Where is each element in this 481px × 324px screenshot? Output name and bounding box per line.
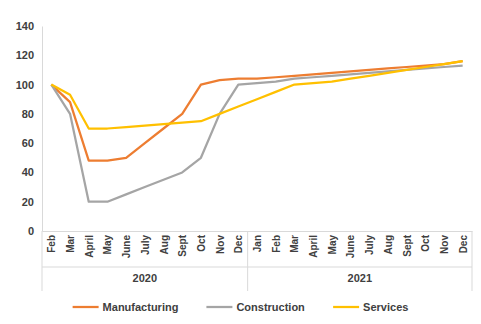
x-tick: Aug — [383, 231, 394, 254]
y-tick: 140 — [16, 20, 42, 32]
x-tick: April — [84, 231, 95, 258]
x-tick-label: May — [327, 235, 338, 255]
y-tick-label: 20 — [22, 196, 34, 208]
x-tick-label: Sept — [402, 234, 413, 256]
legend-label: Manufacturing — [103, 301, 179, 313]
x-tick: April — [308, 231, 319, 258]
legend-label: Services — [363, 301, 408, 313]
x-axis: Feb Mar April May June July Aug Sept Oct Nov Dec Ja… — [43, 231, 473, 258]
x-tick-label: Feb — [46, 235, 57, 253]
legend-item: Construction — [206, 301, 305, 313]
x-tick: Dec — [233, 231, 244, 253]
x-tick-label: April — [308, 235, 319, 258]
x-tick-label: Mar — [65, 235, 76, 253]
legend-item: Manufacturing — [73, 301, 179, 313]
x-tick: Dec — [458, 231, 469, 253]
group-separator — [472, 231, 473, 291]
group-label: 2020 — [133, 272, 157, 284]
series-line — [51, 61, 462, 128]
x-tick-label: Feb — [271, 235, 282, 253]
x-tick-label: Oct — [196, 234, 207, 251]
y-axis: 0 20 40 60 80 100 120 140 — [16, 20, 43, 237]
x-tick: Oct — [420, 231, 431, 252]
x-groups: 2020 2021 — [42, 231, 472, 291]
x-tick: Sept — [402, 231, 413, 257]
x-axis-line — [43, 231, 473, 232]
x-tick-label: Aug — [383, 235, 394, 254]
x-tick: Feb — [46, 231, 57, 253]
y-tick-label: 100 — [16, 79, 34, 91]
x-tick: Nov — [215, 231, 226, 254]
group-separator — [247, 231, 248, 291]
x-tick: May — [102, 231, 113, 254]
x-tick-label: July — [364, 235, 375, 255]
legend-swatch — [333, 306, 359, 308]
group-divider — [42, 267, 472, 268]
x-tick: May — [327, 231, 338, 254]
x-tick: Nov — [439, 231, 450, 254]
x-tick-label: Nov — [215, 235, 226, 254]
x-tick: June — [345, 231, 356, 258]
x-tick: Aug — [159, 231, 170, 254]
x-tick-label: Dec — [233, 235, 244, 254]
x-tick: Feb — [271, 231, 282, 253]
y-tick: 100 — [16, 79, 42, 91]
legend-item: Services — [333, 301, 408, 313]
x-tick: Mar — [65, 231, 76, 253]
y-tick-label: 140 — [16, 20, 34, 32]
y-tick: 20 — [22, 196, 42, 208]
x-tick-label: June — [121, 235, 132, 259]
legend-swatch — [206, 306, 232, 308]
y-tick-label: 80 — [22, 108, 34, 120]
y-tick-label: 40 — [22, 166, 34, 178]
x-tick: Oct — [196, 231, 207, 252]
x-tick-label: June — [345, 235, 356, 259]
x-tick-label: July — [140, 235, 151, 255]
x-tick: Mar — [289, 231, 300, 253]
x-tick: Jan — [252, 231, 263, 252]
x-tick: July — [140, 231, 151, 255]
group-label: 2021 — [348, 272, 372, 284]
x-tick-label: Aug — [159, 235, 170, 254]
y-tick-label: 60 — [22, 137, 34, 149]
plot-area — [51, 61, 462, 202]
group-separator — [42, 231, 43, 291]
y-tick: 60 — [22, 137, 42, 149]
y-tick: 40 — [22, 166, 42, 178]
x-tick-label: Jan — [252, 235, 263, 252]
x-tick: Sept — [177, 231, 188, 257]
x-tick-label: April — [84, 235, 95, 258]
x-tick: June — [121, 231, 132, 258]
x-tick-label: Nov — [439, 235, 450, 254]
x-tick-label: Oct — [420, 234, 431, 251]
x-tick-label: May — [102, 235, 113, 255]
legend: Manufacturing Construction Services — [73, 301, 409, 313]
y-tick-label: 120 — [16, 49, 34, 61]
series-line — [51, 66, 462, 202]
x-tick-label: Sept — [177, 234, 188, 256]
x-tick-label: Mar — [289, 235, 300, 253]
y-tick: 80 — [22, 108, 42, 120]
legend-label: Construction — [236, 301, 305, 313]
y-tick-label: 0 — [28, 225, 34, 237]
legend-swatch — [73, 306, 99, 308]
y-tick: 0 — [28, 225, 42, 237]
series-line — [51, 61, 462, 161]
chart: 0 20 40 60 80 100 120 140 Feb Mar April May June July… — [0, 0, 481, 324]
y-tick: 120 — [16, 49, 42, 61]
x-tick: July — [364, 231, 375, 255]
y-axis-line — [42, 27, 43, 232]
x-tick-label: Dec — [458, 235, 469, 254]
